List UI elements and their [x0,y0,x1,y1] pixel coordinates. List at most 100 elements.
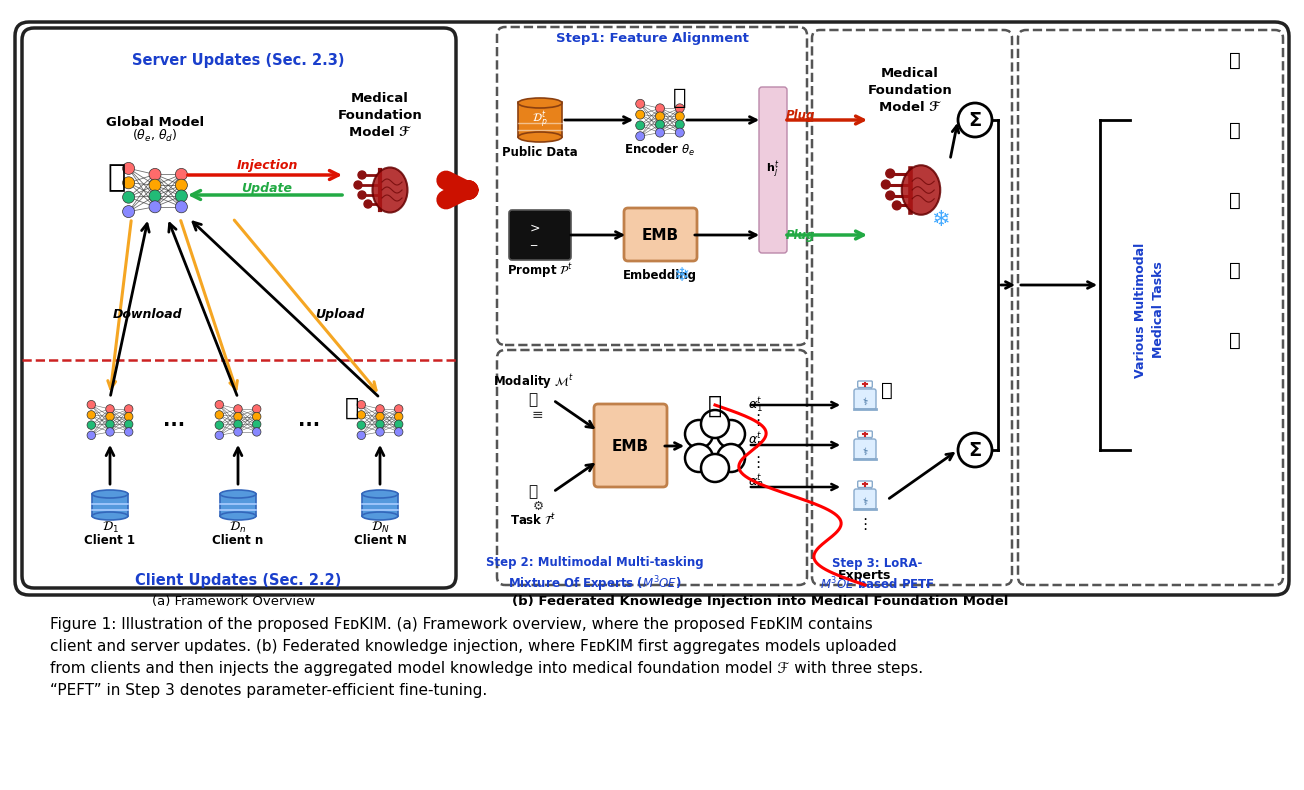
Circle shape [376,420,385,428]
Circle shape [123,205,134,217]
FancyBboxPatch shape [16,22,1288,595]
Text: $\alpha_P^t$: $\alpha_P^t$ [748,472,764,491]
Text: Task $\mathcal{T}^t$: Task $\mathcal{T}^t$ [510,512,557,528]
Circle shape [359,171,366,179]
Circle shape [149,190,160,202]
Text: EMB: EMB [612,438,648,453]
Circle shape [124,420,133,428]
Text: 📋: 📋 [1230,51,1241,70]
Circle shape [233,420,243,428]
Text: $\mathbf{h}_j^t$: $\mathbf{h}_j^t$ [767,160,780,181]
Circle shape [376,412,385,421]
Circle shape [717,444,745,472]
Text: 🔥: 🔥 [708,394,722,418]
Circle shape [892,201,901,210]
Circle shape [394,404,403,413]
Text: Client Updates (Sec. 2.2): Client Updates (Sec. 2.2) [134,573,342,588]
Circle shape [359,191,366,199]
Circle shape [958,103,992,137]
Circle shape [675,120,685,129]
Ellipse shape [93,490,128,498]
Text: Various Multimodal
Medical Tasks: Various Multimodal Medical Tasks [1134,243,1166,378]
Circle shape [702,410,729,438]
Text: (b) Federated Knowledge Injection into Medical Foundation Model: (b) Federated Knowledge Injection into M… [511,596,1008,608]
Text: Step1: Feature Alignment: Step1: Feature Alignment [556,32,748,44]
Text: client and server updates. (b) Federated knowledge injection, where FᴇᴅKIM first: client and server updates. (b) Federated… [50,639,897,654]
Circle shape [353,181,363,189]
Circle shape [364,200,372,208]
Circle shape [656,112,665,121]
Circle shape [958,433,992,467]
Circle shape [357,421,365,429]
Circle shape [233,427,243,436]
Circle shape [357,401,365,409]
Circle shape [376,404,385,413]
Circle shape [215,421,223,429]
Text: “PEFT” in Step 3 denotes parameter-efficient fine-tuning.: “PEFT” in Step 3 denotes parameter-effic… [50,683,488,698]
Circle shape [106,404,115,413]
Bar [363,494,398,516]
FancyBboxPatch shape [854,489,876,510]
Circle shape [106,420,115,428]
Text: ⚕: ⚕ [862,397,867,407]
Circle shape [859,383,871,396]
FancyBboxPatch shape [858,381,872,388]
Ellipse shape [518,98,562,108]
Text: Client n: Client n [213,535,263,547]
Circle shape [87,421,95,429]
Text: ⚕: ⚕ [862,447,867,457]
Text: ❄: ❄ [931,210,949,230]
Text: ⋮: ⋮ [750,454,765,469]
Text: 🔥: 🔥 [108,164,126,193]
FancyBboxPatch shape [854,439,876,459]
Circle shape [859,483,871,495]
Text: Injection: Injection [236,159,297,171]
Circle shape [685,420,713,448]
Circle shape [87,431,95,439]
FancyBboxPatch shape [858,431,872,438]
Circle shape [394,412,403,421]
Text: 🦴: 🦴 [1230,121,1241,140]
Bar [93,494,128,516]
Bar [518,102,562,137]
Ellipse shape [93,512,128,520]
FancyBboxPatch shape [812,30,1012,585]
Circle shape [702,454,729,482]
Text: from clients and then injects the aggregated model knowledge into medical founda: from clients and then injects the aggreg… [50,661,923,676]
Circle shape [656,120,665,129]
Circle shape [253,427,261,436]
Text: Global Model: Global Model [106,115,203,129]
Text: Update: Update [241,182,292,194]
Circle shape [87,401,95,409]
Circle shape [106,427,115,436]
Circle shape [149,201,160,213]
Circle shape [717,420,745,448]
Text: ⋮: ⋮ [857,517,872,532]
Circle shape [394,420,403,428]
Circle shape [635,132,644,141]
Circle shape [123,177,134,189]
Circle shape [357,411,365,419]
Circle shape [675,128,685,137]
Text: Download: Download [113,307,183,321]
Text: Medical
Foundation
Model ℱ: Medical Foundation Model ℱ [338,92,422,138]
Circle shape [233,404,243,413]
Text: 💊: 💊 [1230,330,1241,349]
Text: 🖥: 🖥 [528,393,537,408]
Circle shape [123,163,134,175]
Text: ($\theta_e$, $\theta_d$): ($\theta_e$, $\theta_d$) [132,128,177,144]
FancyBboxPatch shape [858,481,872,487]
FancyBboxPatch shape [625,208,698,261]
Circle shape [635,121,644,130]
Text: Embedding: Embedding [623,269,698,281]
Circle shape [253,420,261,428]
Text: $\mathcal{D}_1$: $\mathcal{D}_1$ [102,520,119,535]
Circle shape [106,412,115,421]
Text: Step 2: Multimodal Multi-tasking
Mixture Of Experts ($M^3OE$): Step 2: Multimodal Multi-tasking Mixture… [486,556,704,594]
Circle shape [882,180,891,189]
Text: Plug: Plug [785,108,815,122]
Text: Experts: Experts [838,569,892,581]
Text: 📋: 📋 [528,484,537,499]
Circle shape [124,427,133,436]
Circle shape [215,411,223,419]
